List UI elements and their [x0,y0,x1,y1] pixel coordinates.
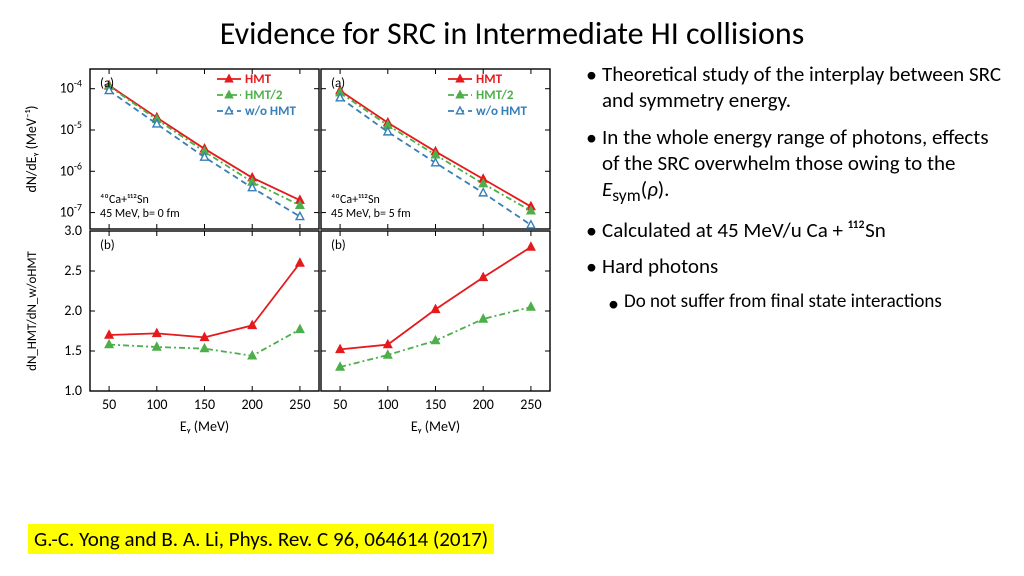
bullet-1: Theoretical study of the interplay betwe… [580,61,1004,114]
svg-text:w/o HMT: w/o HMT [476,104,527,119]
svg-text:250: 250 [520,396,541,413]
svg-text:dN_HMT/dN_w/oHMT: dN_HMT/dN_w/oHMT [25,250,40,370]
svg-text:(a): (a) [100,76,114,91]
svg-text:100: 100 [146,396,167,413]
bullet-3: Calculated at 45 MeV/u Ca + ¹¹²Sn [580,217,1004,243]
svg-text:⁴⁰Ca+¹¹²Sn: ⁴⁰Ca+¹¹²Sn [100,193,149,207]
svg-text:10-5: 10-5 [60,117,82,137]
svg-text:HMT/2: HMT/2 [476,88,514,103]
svg-text:10-6: 10-6 [60,159,82,180]
bullet-4: Hard photons [580,253,1004,279]
svg-text:dN/dEᵧ (MeV⁻¹): dN/dEᵧ (MeV⁻¹) [23,106,40,193]
content-row: 10-710-610-510-4(a)⁴⁰Ca+¹¹²Sn45 MeV, b= … [0,61,1024,481]
bullet-list: Theoretical study of the interplay betwe… [580,61,1004,481]
svg-text:1.5: 1.5 [64,342,82,359]
svg-text:3.0: 3.0 [64,222,82,239]
svg-text:(b): (b) [100,238,115,253]
svg-text:2.5: 2.5 [64,262,82,279]
svg-text:45 MeV, b= 5 fm: 45 MeV, b= 5 fm [331,207,411,221]
svg-text:250: 250 [289,396,310,413]
svg-text:HMT: HMT [245,72,272,87]
svg-text:HMT: HMT [476,72,503,87]
svg-text:w/o HMT: w/o HMT [245,104,296,119]
svg-text:(b): (b) [331,238,346,253]
svg-text:1.0: 1.0 [64,382,82,399]
svg-text:50: 50 [333,396,347,413]
citation-highlight: G.-C. Yong and B. A. Li, Phys. Rev. C 96… [28,524,494,554]
svg-text:Eᵧ (MeV): Eᵧ (MeV) [180,418,229,435]
sub-bullet-1: Do not suffer from final state interacti… [580,290,1004,314]
svg-text:50: 50 [102,396,116,413]
page-title: Evidence for SRC in Intermediate HI coll… [0,0,1024,61]
svg-text:10-7: 10-7 [60,200,82,221]
svg-text:Eᵧ (MeV): Eᵧ (MeV) [411,418,460,435]
svg-text:⁴⁰Ca+¹¹²Sn: ⁴⁰Ca+¹¹²Sn [331,193,380,207]
svg-text:45 MeV, b= 0 fm: 45 MeV, b= 0 fm [100,207,180,221]
bullet-2: In the whole energy range of photons, ef… [580,124,1004,208]
svg-text:200: 200 [473,396,494,413]
chart-figure: 10-710-610-510-4(a)⁴⁰Ca+¹¹²Sn45 MeV, b= … [20,61,560,481]
svg-text:2.0: 2.0 [64,302,82,319]
svg-text:200: 200 [242,396,263,413]
svg-text:100: 100 [377,396,398,413]
svg-text:HMT/2: HMT/2 [245,88,283,103]
svg-text:150: 150 [425,396,446,413]
svg-text:(a): (a) [331,76,345,91]
svg-text:10-4: 10-4 [60,76,82,97]
svg-text:150: 150 [194,396,215,413]
